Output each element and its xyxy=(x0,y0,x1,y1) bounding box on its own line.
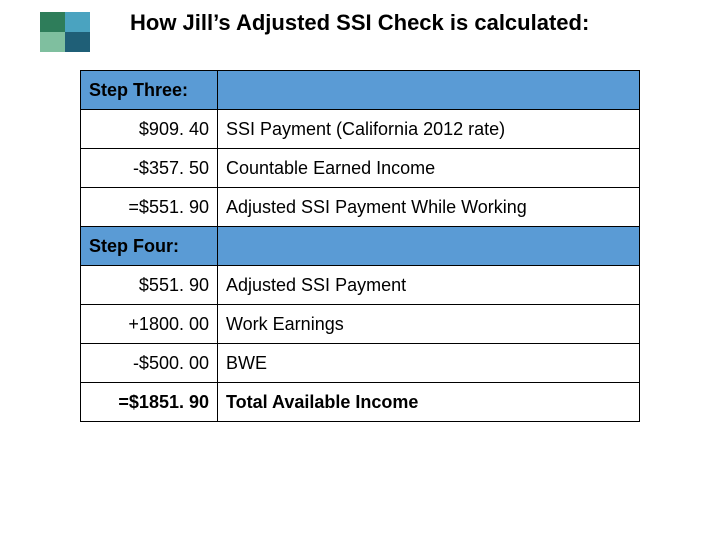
logo-quadrant-bl xyxy=(40,32,65,52)
amount-cell: $551. 90 xyxy=(81,266,218,305)
table-row-total: =$1851. 90 Total Available Income xyxy=(81,383,640,422)
label-cell: Work Earnings xyxy=(218,305,640,344)
logo-quadrant-tl xyxy=(40,12,65,32)
table-row: -$500. 00 BWE xyxy=(81,344,640,383)
slide: How Jill’s Adjusted SSI Check is calcula… xyxy=(0,0,720,540)
step-four-header-blank xyxy=(218,227,640,266)
calculation-table-wrapper: Step Three: $909. 40 SSI Payment (Califo… xyxy=(80,70,640,422)
table-row: +1800. 00 Work Earnings xyxy=(81,305,640,344)
label-cell: BWE xyxy=(218,344,640,383)
step-three-header: Step Three: xyxy=(81,71,218,110)
label-cell: Countable Earned Income xyxy=(218,149,640,188)
table-row: $551. 90 Adjusted SSI Payment xyxy=(81,266,640,305)
label-cell: SSI Payment (California 2012 rate) xyxy=(218,110,640,149)
amount-cell: $909. 40 xyxy=(81,110,218,149)
step-four-header: Step Four: xyxy=(81,227,218,266)
table-row: =$551. 90 Adjusted SSI Payment While Wor… xyxy=(81,188,640,227)
calculation-table: Step Three: $909. 40 SSI Payment (Califo… xyxy=(80,70,640,422)
logo xyxy=(40,12,90,52)
logo-quadrant-tr xyxy=(65,12,90,32)
amount-cell: -$500. 00 xyxy=(81,344,218,383)
step-three-header-blank xyxy=(218,71,640,110)
table-row: -$357. 50 Countable Earned Income xyxy=(81,149,640,188)
amount-cell: =$551. 90 xyxy=(81,188,218,227)
page-title: How Jill’s Adjusted SSI Check is calcula… xyxy=(130,10,589,36)
step-four-header-row: Step Four: xyxy=(81,227,640,266)
label-cell: Total Available Income xyxy=(218,383,640,422)
logo-quadrant-br xyxy=(65,32,90,52)
table-row: $909. 40 SSI Payment (California 2012 ra… xyxy=(81,110,640,149)
label-cell: Adjusted SSI Payment xyxy=(218,266,640,305)
amount-cell: +1800. 00 xyxy=(81,305,218,344)
amount-cell: =$1851. 90 xyxy=(81,383,218,422)
step-three-header-row: Step Three: xyxy=(81,71,640,110)
label-cell: Adjusted SSI Payment While Working xyxy=(218,188,640,227)
amount-cell: -$357. 50 xyxy=(81,149,218,188)
